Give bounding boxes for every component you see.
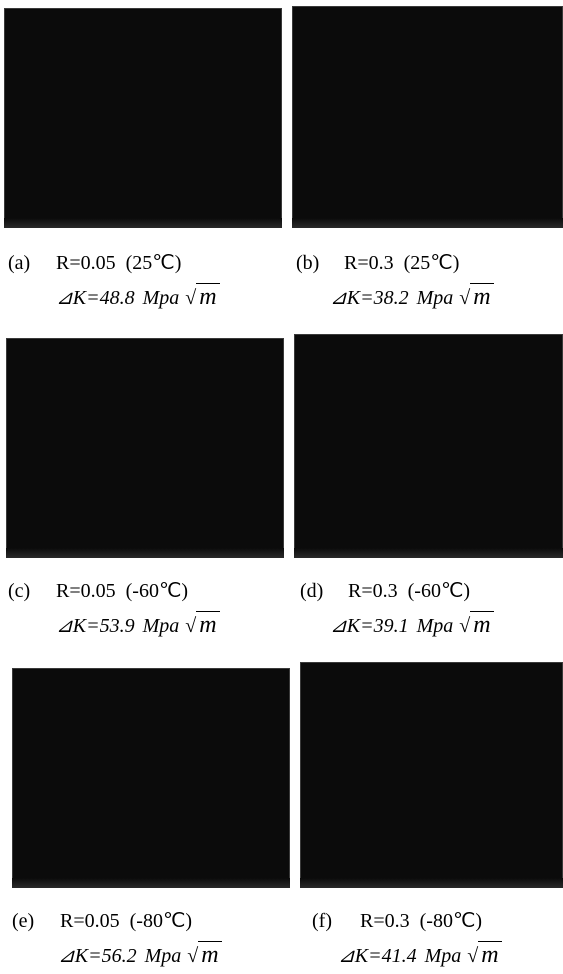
delta-k: ⊿K=38.2 xyxy=(330,287,409,309)
root-arg: m xyxy=(198,941,221,968)
delta-k: ⊿K=39.1 xyxy=(330,615,409,637)
root-sign: √ xyxy=(187,945,198,967)
condition: R=0.05 (-80℃) xyxy=(60,910,192,932)
micrograph xyxy=(300,662,563,888)
root-sign: √ xyxy=(185,615,196,637)
root-arg: m xyxy=(478,941,501,968)
condition: R=0.05 (25℃) xyxy=(56,252,181,274)
micrograph xyxy=(6,338,284,558)
root-sign: √ xyxy=(467,945,478,967)
root-arg: m xyxy=(196,283,219,310)
caption-delta-k: ⊿K=56.2 Mpa√m xyxy=(58,942,222,969)
delta-k: ⊿K=53.9 xyxy=(56,615,135,637)
micrograph xyxy=(4,8,282,228)
condition: R=0.3 (25℃) xyxy=(344,252,459,274)
condition: R=0.05 (-60℃) xyxy=(56,580,188,602)
panel-label: (e) xyxy=(12,910,60,933)
caption-condition: (b)R=0.3 (25℃) xyxy=(296,250,459,275)
panel-label: (d) xyxy=(300,580,348,603)
micrograph xyxy=(12,668,290,888)
caption-delta-k: ⊿K=48.8 Mpa√m xyxy=(56,284,220,311)
panel-label: (c) xyxy=(8,580,56,603)
panel-label: (b) xyxy=(296,252,344,275)
delta-k: ⊿K=41.4 xyxy=(338,945,417,967)
condition: R=0.3 (-80℃) xyxy=(360,910,482,932)
delta-k: ⊿K=56.2 xyxy=(58,945,137,967)
unit: Mpa xyxy=(417,287,454,309)
root-sign: √ xyxy=(459,287,470,309)
caption-condition: (d)R=0.3 (-60℃) xyxy=(300,578,470,603)
unit: Mpa xyxy=(425,945,462,967)
caption-condition: (a)R=0.05 (25℃) xyxy=(8,250,181,275)
condition: R=0.3 (-60℃) xyxy=(348,580,470,602)
root-arg: m xyxy=(470,611,493,638)
caption-delta-k: ⊿K=53.9 Mpa√m xyxy=(56,612,220,639)
micrograph xyxy=(294,334,563,558)
unit: Mpa xyxy=(143,615,180,637)
root-arg: m xyxy=(470,283,493,310)
root-sign: √ xyxy=(185,287,196,309)
unit: Mpa xyxy=(143,287,180,309)
figure-page: (() => { const data = JSON.parse(documen… xyxy=(0,0,563,974)
caption-condition: (c)R=0.05 (-60℃) xyxy=(8,578,188,603)
caption-delta-k: ⊿K=38.2 Mpa√m xyxy=(330,284,494,311)
unit: Mpa xyxy=(417,615,454,637)
caption-condition: (f)R=0.3 (-80℃) xyxy=(312,908,482,933)
root-sign: √ xyxy=(459,615,470,637)
caption-delta-k: ⊿K=39.1 Mpa√m xyxy=(330,612,494,639)
caption-delta-k: ⊿K=41.4 Mpa√m xyxy=(338,942,502,969)
unit: Mpa xyxy=(145,945,182,967)
panel-label: (f) xyxy=(312,910,360,933)
caption-condition: (e)R=0.05 (-80℃) xyxy=(12,908,192,933)
delta-k: ⊿K=48.8 xyxy=(56,287,135,309)
panel-label: (a) xyxy=(8,252,56,275)
root-arg: m xyxy=(196,611,219,638)
micrograph xyxy=(292,6,563,228)
